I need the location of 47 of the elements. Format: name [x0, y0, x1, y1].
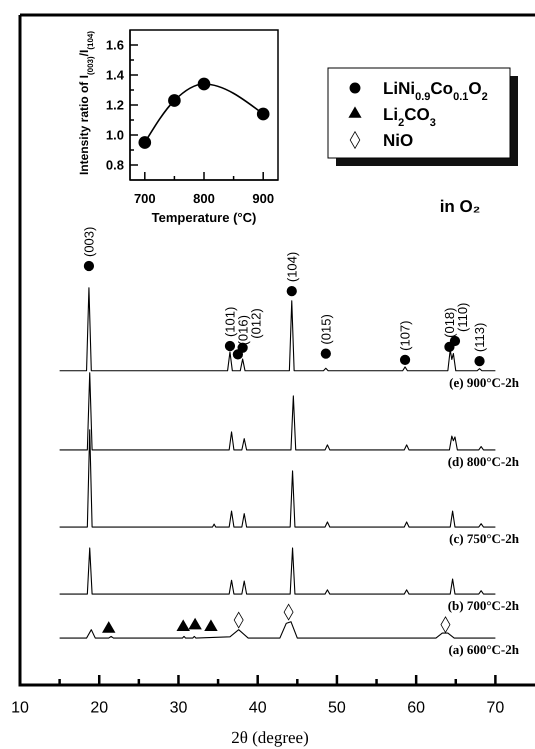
point	[224, 340, 236, 352]
point	[474, 356, 485, 366]
point	[188, 618, 202, 630]
legend-label: Li$_{2}$CO$_{3}$	[383, 105, 436, 129]
y-tick-label: 1.6	[106, 38, 124, 53]
annotation: (101)	[222, 306, 238, 338]
y-tick-label: 0.8	[106, 158, 124, 173]
x-tick-label: 30	[170, 699, 188, 716]
point	[84, 260, 94, 272]
text: 1.0	[106, 128, 124, 143]
point	[176, 620, 190, 632]
text: (003)	[81, 226, 96, 257]
point	[286, 286, 297, 296]
point	[400, 354, 410, 365]
point	[102, 621, 116, 633]
legend-label: LiNi$_{0.9}$Co$_{0.1}$O$_{2}$	[383, 79, 488, 103]
annotation: (015)	[318, 314, 334, 345]
x-tick-label: 10	[11, 699, 29, 716]
annotation: (107)	[398, 320, 413, 351]
point	[320, 348, 331, 359]
x-tick-label: 900	[252, 191, 274, 206]
legend-label: NiO	[383, 131, 414, 150]
annotation: (018)	[442, 308, 457, 338]
point	[256, 108, 270, 120]
series-label: (e) 900°C-2h	[449, 374, 520, 390]
x-tick-label: 60	[407, 699, 426, 716]
x-tick-label: 700	[134, 191, 156, 206]
series-label: (d) 800°C-2h	[448, 454, 520, 469]
x-axis-title: Temperature (°C)	[152, 210, 256, 225]
x-tick-label: 50	[328, 699, 346, 716]
point	[138, 136, 152, 149]
point	[168, 94, 181, 107]
text: in O₂	[440, 197, 480, 216]
annotation: (113)	[472, 322, 488, 352]
point	[204, 620, 218, 632]
x-tick-label: 40	[248, 699, 267, 716]
annotation: (104)	[284, 252, 300, 282]
series-label: (a) 600°C-2h	[448, 642, 520, 658]
y-tick-label: 1.4	[106, 68, 125, 83]
point	[198, 78, 210, 90]
series-label: (b) 700°C-2h	[448, 598, 520, 614]
series-label: (c) 750°C-2h	[449, 531, 520, 546]
x-tick-label: 20	[90, 699, 108, 716]
x-tick-label: 70	[486, 699, 504, 716]
x-axis-title: 2θ (degree)	[231, 728, 309, 747]
y-tick-label: 1.2	[106, 98, 124, 113]
x-tick-label: 800	[193, 191, 215, 206]
